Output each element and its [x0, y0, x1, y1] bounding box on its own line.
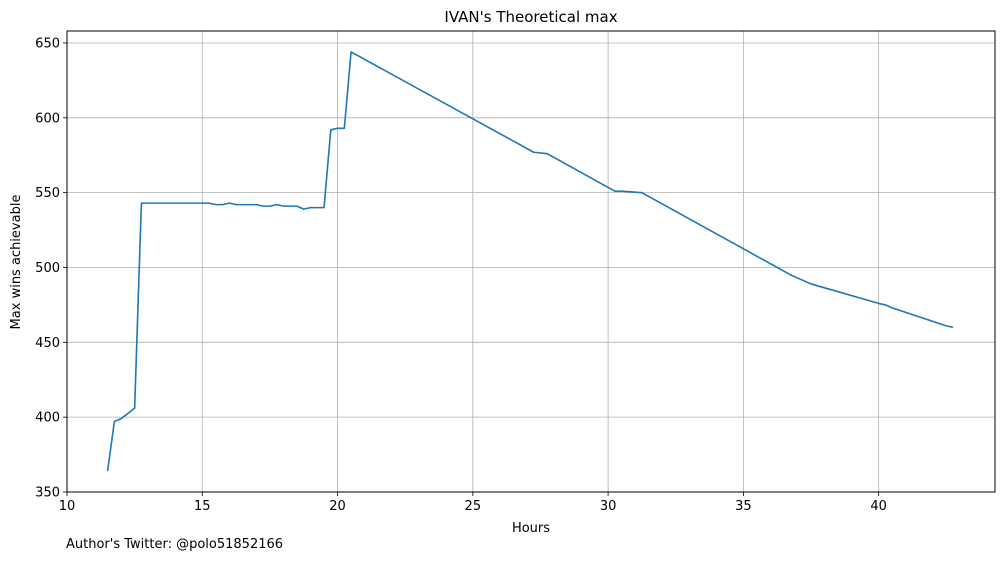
y-tick-label: 600	[35, 111, 60, 126]
x-tick-label: 35	[735, 499, 752, 514]
x-axis-label: Hours	[512, 521, 550, 536]
y-axis-label: Max wins achievable	[9, 195, 24, 330]
x-tick-label: 20	[329, 499, 346, 514]
x-tick-label: 10	[59, 499, 76, 514]
author-credit: Author's Twitter: @polo51852166	[66, 537, 284, 552]
y-tick-label: 400	[35, 411, 60, 426]
y-tick-label: 350	[35, 486, 60, 501]
x-tick-label: 40	[870, 499, 887, 514]
y-tick-label: 650	[35, 36, 60, 51]
chart-title: IVAN's Theoretical max	[444, 8, 617, 26]
y-tick-label: 450	[35, 336, 60, 351]
y-tick-label: 550	[35, 186, 60, 201]
x-tick-label: 15	[194, 499, 211, 514]
x-tick-label: 25	[465, 499, 482, 514]
x-tick-label: 30	[600, 499, 617, 514]
grid	[66, 31, 995, 493]
y-tick-label: 500	[35, 261, 60, 276]
plot-frame	[66, 30, 996, 493]
x-axis-ticks: 10 15 20 25 30 35 40	[59, 492, 887, 514]
y-axis-ticks: 350 400 450 500 550 600 650	[35, 36, 67, 501]
series-line	[106, 51, 954, 472]
